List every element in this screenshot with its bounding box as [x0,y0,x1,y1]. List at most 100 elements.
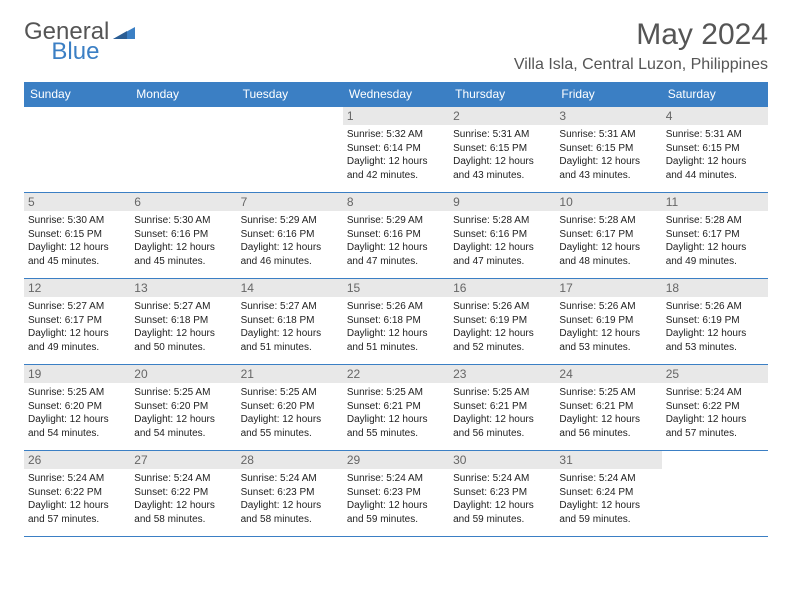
header: General Blue May 2024 Villa Isla, Centra… [24,18,768,74]
weekday-row: SundayMondayTuesdayWednesdayThursdayFrid… [24,82,768,107]
weekday-header: Tuesday [237,82,343,107]
day-number: 18 [662,279,768,297]
calendar-row: 1 Sunrise: 5:32 AMSunset: 6:14 PMDaylight… [24,107,768,193]
day-detail: Sunrise: 5:26 AMSunset: 6:19 PMDaylight:… [559,300,657,354]
calendar-cell: 5Sunrise: 5:30 AMSunset: 6:15 PMDaylight… [24,193,130,279]
calendar-row: 19Sunrise: 5:25 AMSunset: 6:20 PMDayligh… [24,365,768,451]
calendar-cell: 13 Sunrise: 5:27 AMSunset: 6:18 PMDayligh… [130,279,236,365]
day-number: 7 [237,193,343,211]
weekday-header: Friday [555,82,661,107]
day-number: 10 [555,193,661,211]
day-detail: Sunrise: 5:25 AMSunset: 6:21 PMDaylight:… [453,386,551,440]
calendar-cell [24,107,130,193]
title-block: May 2024 Villa Isla, Central Luzon, Phil… [514,18,768,74]
calendar-cell: 4 Sunrise: 5:31 AMSunset: 6:15 PMDaylight… [662,107,768,193]
calendar-cell: 14 Sunrise: 5:27 AMSunset: 6:18 PMDayligh… [237,279,343,365]
day-detail: Sunrise: 5:27 AMSunset: 6:18 PMDaylight:… [241,300,339,354]
day-number: 11 [662,193,768,211]
day-detail: Sunrise: 5:31 AMSunset: 6:15 PMDaylight:… [666,128,764,182]
day-number: 19 [24,365,130,383]
day-number: 31 [555,451,661,469]
day-number: 13 [130,279,236,297]
day-number: 6 [130,193,236,211]
day-detail: Sunrise: 5:31 AMSunset: 6:15 PMDaylight:… [453,128,551,182]
location-text: Villa Isla, Central Luzon, Philippines [514,56,768,74]
day-detail: Sunrise: 5:24 AMSunset: 6:22 PMDaylight:… [666,386,764,440]
day-detail: Sunrise: 5:24 AMSunset: 6:24 PMDaylight:… [559,472,657,526]
day-detail: Sunrise: 5:28 AMSunset: 6:16 PMDaylight:… [453,214,551,268]
calendar-cell: 11 Sunrise: 5:28 AMSunset: 6:17 PMDayligh… [662,193,768,279]
day-detail: Sunrise: 5:25 AMSunset: 6:20 PMDaylight:… [28,386,126,440]
day-detail: Sunrise: 5:28 AMSunset: 6:17 PMDaylight:… [666,214,764,268]
calendar-cell: 3Sunrise: 5:31 AMSunset: 6:15 PMDaylight… [555,107,661,193]
day-detail: Sunrise: 5:28 AMSunset: 6:17 PMDaylight:… [559,214,657,268]
calendar-cell [130,107,236,193]
day-detail: Sunrise: 5:29 AMSunset: 6:16 PMDaylight:… [347,214,445,268]
calendar-body: 1 Sunrise: 5:32 AMSunset: 6:14 PMDaylight… [24,107,768,537]
logo-triangle-icon [113,23,135,44]
calendar-cell: 6 Sunrise: 5:30 AMSunset: 6:16 PMDaylight… [130,193,236,279]
weekday-header: Wednesday [343,82,449,107]
day-number: 26 [24,451,130,469]
calendar-cell: 18 Sunrise: 5:26 AMSunset: 6:19 PMDayligh… [662,279,768,365]
day-number: 28 [237,451,343,469]
day-detail: Sunrise: 5:26 AMSunset: 6:19 PMDaylight:… [453,300,551,354]
day-detail: Sunrise: 5:32 AMSunset: 6:14 PMDaylight:… [347,128,445,182]
day-detail: Sunrise: 5:27 AMSunset: 6:18 PMDaylight:… [134,300,232,354]
calendar-cell [237,107,343,193]
calendar-cell: 30 Sunrise: 5:24 AMSunset: 6:23 PMDayligh… [449,451,555,537]
calendar-row: 26Sunrise: 5:24 AMSunset: 6:22 PMDayligh… [24,451,768,537]
calendar-cell: 21 Sunrise: 5:25 AMSunset: 6:20 PMDayligh… [237,365,343,451]
calendar-cell: 22Sunrise: 5:25 AMSunset: 6:21 PMDayligh… [343,365,449,451]
weekday-header: Thursday [449,82,555,107]
day-detail: Sunrise: 5:25 AMSunset: 6:20 PMDaylight:… [134,386,232,440]
calendar-cell: 27Sunrise: 5:24 AMSunset: 6:22 PMDayligh… [130,451,236,537]
day-detail: Sunrise: 5:25 AMSunset: 6:20 PMDaylight:… [241,386,339,440]
day-detail: Sunrise: 5:30 AMSunset: 6:16 PMDaylight:… [134,214,232,268]
day-detail: Sunrise: 5:24 AMSunset: 6:23 PMDaylight:… [241,472,339,526]
calendar-cell: 9 Sunrise: 5:28 AMSunset: 6:16 PMDaylight… [449,193,555,279]
calendar-head: SundayMondayTuesdayWednesdayThursdayFrid… [24,82,768,107]
day-detail: Sunrise: 5:26 AMSunset: 6:19 PMDaylight:… [666,300,764,354]
day-number: 24 [555,365,661,383]
calendar-cell: 26Sunrise: 5:24 AMSunset: 6:22 PMDayligh… [24,451,130,537]
day-number: 30 [449,451,555,469]
day-detail: Sunrise: 5:25 AMSunset: 6:21 PMDaylight:… [559,386,657,440]
day-number: 1 [343,107,449,125]
calendar-cell: 24 Sunrise: 5:25 AMSunset: 6:21 PMDayligh… [555,365,661,451]
day-number: 21 [237,365,343,383]
day-number: 25 [662,365,768,383]
calendar-cell: 25 Sunrise: 5:24 AMSunset: 6:22 PMDayligh… [662,365,768,451]
day-number: 12 [24,279,130,297]
logo-text-blue: Blue [51,38,99,66]
day-detail: Sunrise: 5:29 AMSunset: 6:16 PMDaylight:… [241,214,339,268]
day-detail: Sunrise: 5:27 AMSunset: 6:17 PMDaylight:… [28,300,126,354]
day-number: 5 [24,193,130,211]
day-number: 2 [449,107,555,125]
day-number: 16 [449,279,555,297]
weekday-header: Sunday [24,82,130,107]
weekday-header: Saturday [662,82,768,107]
day-number: 4 [662,107,768,125]
calendar-cell: 20Sunrise: 5:25 AMSunset: 6:20 PMDayligh… [130,365,236,451]
weekday-header: Monday [130,82,236,107]
calendar-cell [662,451,768,537]
day-number: 23 [449,365,555,383]
calendar-cell: 1 Sunrise: 5:32 AMSunset: 6:14 PMDaylight… [343,107,449,193]
day-number: 22 [343,365,449,383]
calendar-cell: 7 Sunrise: 5:29 AMSunset: 6:16 PMDaylight… [237,193,343,279]
day-number: 9 [449,193,555,211]
calendar-cell: 29 Sunrise: 5:24 AMSunset: 6:23 PMDayligh… [343,451,449,537]
day-detail: Sunrise: 5:24 AMSunset: 6:23 PMDaylight:… [453,472,551,526]
day-number: 15 [343,279,449,297]
calendar-cell: 10 Sunrise: 5:28 AMSunset: 6:17 PMDayligh… [555,193,661,279]
calendar-cell: 19 Sunrise: 5:25 AMSunset: 6:20 PMDayligh… [24,365,130,451]
calendar-cell: 15Sunrise: 5:26 AMSunset: 6:18 PMDayligh… [343,279,449,365]
logo: General Blue [24,18,187,46]
calendar-cell: 16 Sunrise: 5:26 AMSunset: 6:19 PMDayligh… [449,279,555,365]
day-number: 14 [237,279,343,297]
calendar-row: 5Sunrise: 5:30 AMSunset: 6:15 PMDaylight… [24,193,768,279]
day-number: 29 [343,451,449,469]
day-detail: Sunrise: 5:24 AMSunset: 6:23 PMDaylight:… [347,472,445,526]
calendar-cell: 2 Sunrise: 5:31 AMSunset: 6:15 PMDaylight… [449,107,555,193]
